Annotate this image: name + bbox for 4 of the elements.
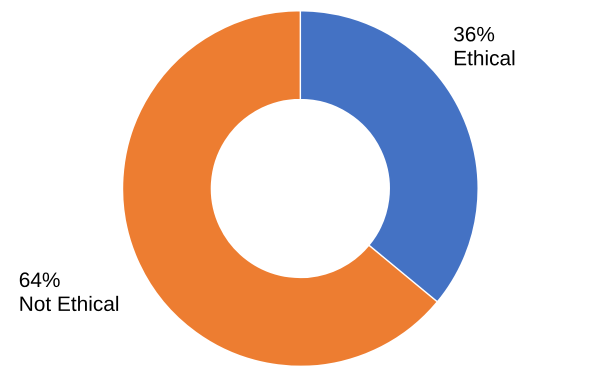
data-label: 64% bbox=[20, 272, 60, 288]
slice-label: Ethical bbox=[454, 50, 514, 66]
data-label: 36% bbox=[454, 26, 494, 42]
slice-label: Not Ethical bbox=[20, 296, 118, 312]
